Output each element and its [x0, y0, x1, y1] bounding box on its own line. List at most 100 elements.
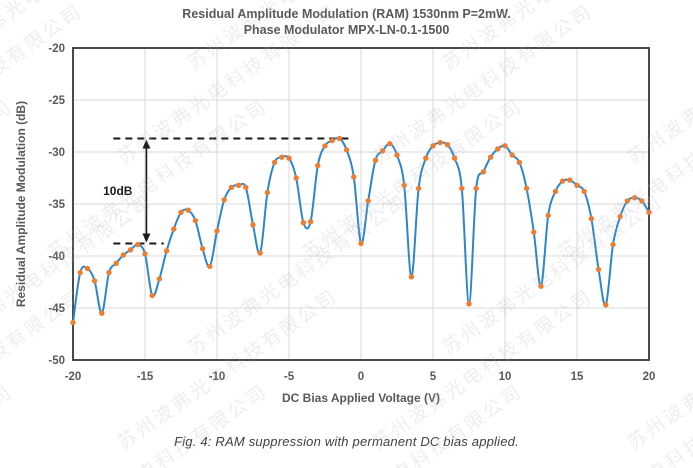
data-point-marker	[437, 139, 443, 146]
data-point-marker	[127, 247, 134, 253]
data-point-marker	[207, 263, 213, 270]
data-point-marker	[214, 228, 220, 234]
data-point-marker	[466, 301, 472, 307]
data-point-marker	[487, 154, 494, 160]
data-point-marker	[99, 310, 105, 316]
y-axis-tick-label: -40	[48, 251, 65, 263]
data-point-marker	[293, 175, 299, 181]
data-point-marker	[588, 215, 595, 222]
x-axis-tick-label: -15	[137, 371, 154, 383]
data-point-marker	[120, 252, 127, 258]
plot-border	[72, 47, 650, 361]
data-point-marker	[243, 184, 249, 191]
data-point-marker	[444, 142, 451, 148]
x-axis-tick-label: -10	[209, 371, 226, 383]
data-point-marker	[495, 146, 501, 152]
x-axis-title: DC Bias Applied Voltage (V)	[282, 391, 440, 405]
data-point-marker	[135, 241, 141, 248]
data-point-marker	[279, 154, 285, 160]
data-point-marker	[322, 143, 328, 149]
data-point-marker	[171, 226, 177, 232]
data-point-marker	[415, 185, 422, 192]
x-axis-tick-label: 15	[571, 371, 584, 383]
data-point-marker	[235, 182, 242, 188]
data-point-marker	[250, 222, 256, 228]
data-point-marker	[639, 198, 645, 204]
data-point-marker	[523, 185, 530, 192]
data-point-marker	[70, 319, 76, 326]
data-point-marker	[617, 213, 623, 220]
span-label: 10dB	[103, 184, 133, 198]
ram-series-line	[72, 136, 650, 323]
data-point-marker	[84, 265, 91, 272]
data-point-marker	[595, 266, 602, 273]
data-point-marker	[307, 219, 314, 225]
data-point-marker	[646, 209, 652, 215]
data-point-marker	[559, 178, 566, 184]
data-point-marker	[228, 184, 235, 191]
data-point-marker	[480, 169, 487, 175]
data-point-marker	[509, 152, 515, 158]
data-point-marker	[358, 240, 364, 247]
data-point-marker	[473, 185, 479, 192]
data-point-marker	[567, 177, 573, 183]
x-axis-tick-label: 0	[358, 371, 364, 383]
data-point-marker	[149, 292, 155, 299]
data-point-marker	[336, 135, 343, 142]
data-point-marker	[257, 250, 263, 256]
y-axis-tick-label: -35	[48, 199, 65, 211]
data-point-marker	[459, 185, 465, 192]
data-point-marker	[300, 220, 307, 226]
data-point-marker	[430, 143, 436, 149]
data-point-marker	[271, 159, 278, 166]
data-point-marker	[552, 188, 559, 195]
data-point-marker	[581, 188, 587, 195]
x-axis-tick-label: -5	[284, 371, 295, 383]
data-point-marker	[221, 197, 227, 203]
arrowhead-down	[142, 233, 151, 243]
data-point-marker	[531, 229, 537, 235]
chart-title: Residual Amplitude Modulation (RAM) 1530…	[0, 6, 693, 38]
y-axis-tick-label: -50	[48, 355, 65, 367]
data-point-marker	[387, 141, 393, 147]
data-point-marker	[401, 182, 407, 188]
data-point-marker	[610, 241, 616, 248]
y-axis-tick-label: -45	[48, 303, 65, 315]
data-point-marker	[379, 148, 386, 154]
y-axis-tick-label: -30	[48, 147, 65, 159]
data-point-marker	[91, 278, 98, 284]
data-point-marker	[329, 137, 335, 144]
data-point-marker	[315, 162, 321, 169]
y-axis-tick-label: -25	[48, 95, 65, 107]
y-axis-title: Residual Amplitude Modulation (dB)	[14, 101, 28, 307]
chart-title-line1: Residual Amplitude Modulation (RAM) 1530…	[182, 7, 511, 21]
data-point-marker	[113, 260, 119, 266]
x-axis-tick-label: 20	[643, 371, 656, 383]
data-point-marker	[142, 251, 148, 257]
data-point-marker	[545, 212, 551, 219]
data-point-marker	[451, 155, 458, 161]
y-axis-tick-label: -20	[48, 43, 65, 55]
data-point-marker	[372, 157, 379, 163]
data-point-marker	[343, 147, 350, 153]
data-point-marker	[502, 143, 508, 149]
chart-title-line2: Phase Modulator MPX-LN-0.1-1500	[243, 23, 450, 37]
data-point-marker	[286, 155, 292, 161]
ram-chart: -20-25-30-35-40-45-50-20 -15 -10 -5 0 5 10 15 20…	[14, 43, 656, 405]
data-point-marker	[603, 302, 609, 308]
data-point-marker	[106, 269, 112, 276]
figure-caption: Fig. 4: RAM suppression with permanent D…	[174, 434, 519, 449]
data-point-marker	[264, 189, 271, 196]
data-point-marker	[624, 198, 631, 204]
data-point-marker	[185, 207, 191, 213]
x-axis-tick-label: 5	[430, 371, 437, 383]
data-point-marker	[365, 198, 371, 204]
data-point-marker	[394, 152, 400, 158]
data-point-marker	[163, 248, 170, 254]
data-point-marker	[351, 174, 357, 180]
data-point-marker	[408, 274, 415, 280]
data-point-marker	[423, 155, 429, 161]
data-point-marker	[574, 182, 580, 188]
data-point-marker	[631, 195, 638, 201]
